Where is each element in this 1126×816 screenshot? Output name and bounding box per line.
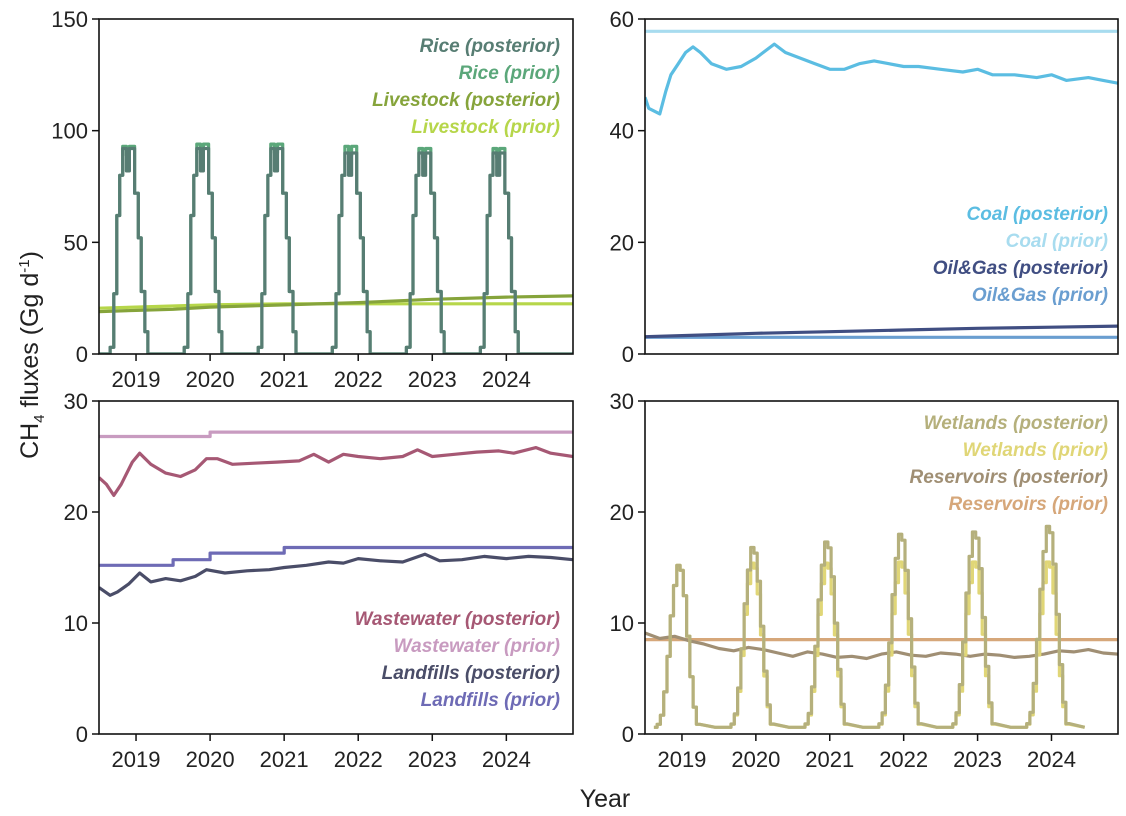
legend-entry: Landfills (prior) — [421, 690, 560, 711]
legend-entry: Reservoirs (prior) — [949, 494, 1108, 515]
y-tick-label: 60 — [610, 7, 634, 32]
x-tick-label: 2024 — [482, 747, 531, 772]
x-axis-title: Year — [580, 785, 631, 813]
y-axis-title-superscript: -1 — [16, 259, 33, 272]
x-tick-label: 2021 — [260, 367, 309, 392]
legend-entry: Wastewater (posterior) — [354, 609, 560, 630]
x-tick-label: 2023 — [408, 367, 457, 392]
legend-entry: Wastewater (prior) — [394, 636, 560, 657]
legend-entry: Coal (prior) — [1006, 231, 1108, 252]
legend-entry: Oil&Gas (prior) — [972, 285, 1108, 306]
x-tick-label: 2019 — [112, 367, 161, 392]
series-line-coal-posterior — [645, 42, 1118, 116]
y-tick-label: 20 — [610, 500, 634, 525]
series-lines — [645, 524, 1118, 729]
x-tick-label: 2021 — [805, 747, 854, 772]
y-axis-title-subscript: 4 — [31, 414, 48, 422]
legend-entry: Rice (prior) — [459, 63, 560, 84]
series-line-wetlands-prior — [653, 560, 1086, 729]
plot-frame — [644, 18, 1119, 355]
y-tick-label: 0 — [622, 722, 634, 747]
x-tick-label: 2022 — [334, 747, 383, 772]
y-tick-label: 10 — [64, 611, 88, 636]
plot-frame — [644, 400, 1119, 735]
x-tick-label: 2020 — [186, 367, 235, 392]
y-tick-label: 30 — [64, 389, 88, 414]
y-tick-label: 20 — [64, 500, 88, 525]
panel-wastewater-landfills: 0 10 20 30 2019 2020 2021 2022 2023 2024 Wastewate… — [64, 389, 574, 772]
y-tick-label: 0 — [76, 342, 88, 367]
series-line-landfills-posterior — [99, 552, 573, 597]
x-tick-label: 2019 — [112, 747, 161, 772]
plot-frame — [98, 400, 574, 735]
y-tick-label: 30 — [610, 389, 634, 414]
series-line-wetlands-posterior — [653, 524, 1086, 729]
y-tick-label: 150 — [51, 7, 88, 32]
y-axis-title: CH4 fluxes (Gg d-1) — [16, 251, 48, 459]
panel-rice-livestock: 0 50 100 150 2019 2020 2021 2022 2023 2024 Rice (p… — [51, 7, 574, 392]
legend-entry: Wetlands (prior) — [963, 440, 1108, 461]
legend-entry: Livestock (prior) — [411, 117, 560, 138]
x-tick-label: 2019 — [657, 747, 706, 772]
series-line-landfills-prior — [99, 545, 573, 567]
x-tick-label: 2020 — [186, 747, 235, 772]
series-lines — [99, 430, 573, 597]
series-line-reservoirs-posterior — [645, 631, 1118, 661]
y-tick-label: 50 — [64, 230, 88, 255]
y-tick-label: 0 — [622, 342, 634, 367]
x-tick-label: 2022 — [334, 367, 383, 392]
legend-entry: Oil&Gas (posterior) — [933, 258, 1108, 279]
y-tick-label: 0 — [76, 722, 88, 747]
panel-coal-oilgas: 0 20 40 60 Coal (posterior) Coal (prior) Oil&G… — [610, 7, 1119, 367]
y-tick-label: 20 — [610, 230, 634, 255]
plot-frame — [98, 18, 574, 355]
x-tick-label: 2024 — [1027, 747, 1076, 772]
x-tick-label: 2022 — [879, 747, 928, 772]
legend-entry: Rice (posterior) — [420, 36, 560, 57]
series-line-livestock-posterior — [99, 294, 573, 314]
y-tick-label: 10 — [610, 611, 634, 636]
legend-entry: Landfills (posterior) — [382, 663, 560, 684]
x-tick-label: 2021 — [260, 747, 309, 772]
x-tick-label: 2023 — [953, 747, 1002, 772]
series-lines — [99, 142, 573, 354]
series-line-wastewater-prior — [99, 430, 573, 439]
series-line-wastewater-posterior — [99, 446, 573, 497]
x-tick-label: 2023 — [408, 747, 457, 772]
x-tick-label: 2024 — [482, 367, 531, 392]
panel-wetlands-reservoirs: 0 10 20 30 2019 2020 2021 2022 2023 2024 Wetlands … — [610, 389, 1119, 772]
series-lines — [645, 29, 1118, 339]
y-tick-label: 100 — [51, 119, 88, 144]
legend-entry: Wetlands (posterior) — [924, 413, 1108, 434]
series-line-rice-posterior — [99, 146, 573, 354]
legend-entry: Livestock (posterior) — [372, 90, 560, 111]
legend-entry: Coal (posterior) — [967, 204, 1108, 225]
legend-entry: Reservoirs (posterior) — [909, 467, 1108, 488]
x-tick-label: 2020 — [731, 747, 780, 772]
series-line-oil-gas-posterior — [645, 324, 1118, 339]
y-tick-label: 40 — [610, 119, 634, 144]
